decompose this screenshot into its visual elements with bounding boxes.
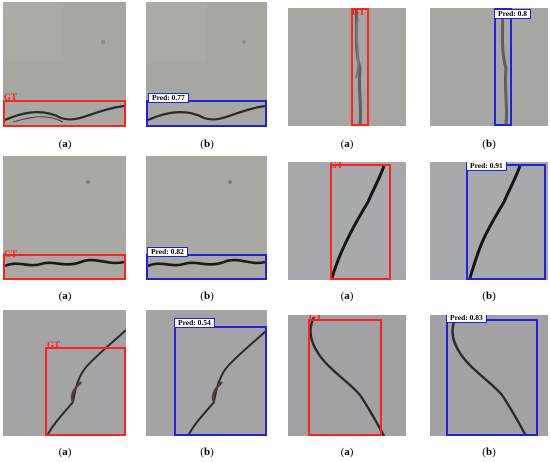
pred-bounding-box	[146, 100, 267, 127]
caption-a: (a)	[58, 138, 72, 150]
concrete-texture	[146, 310, 267, 436]
pred-bounding-box	[446, 319, 538, 436]
gt-bounding-box	[351, 8, 369, 126]
concrete-texture	[3, 156, 126, 280]
gt-label: GT	[4, 92, 18, 102]
caption-b: (b)	[200, 290, 214, 302]
crack-image-5a: GT	[3, 310, 126, 436]
caption-b: (b)	[482, 446, 496, 458]
caption-a: (a)	[340, 446, 354, 458]
crack-image-1a: GT	[3, 2, 126, 127]
crack-image-3a: GT	[3, 156, 126, 280]
caption-a: (a)	[58, 446, 72, 458]
pred-bounding-box	[494, 8, 512, 126]
caption-b: (b)	[482, 138, 496, 150]
crack-image-2b: Pred: 0.8	[430, 8, 548, 126]
gt-label: GT	[309, 315, 323, 322]
concrete-texture	[288, 162, 406, 280]
concrete-texture	[430, 315, 548, 436]
pred-label: Pred: 0.77	[148, 93, 189, 103]
crack-image-4b: Pred: 0.91	[430, 162, 548, 280]
pred-label: Pred: 0.91	[466, 162, 507, 171]
pred-label: Pred: 0.54	[174, 318, 215, 328]
caption-b: (b)	[200, 138, 214, 150]
pred-label: Pred: 0.8	[494, 9, 532, 19]
caption-a: (a)	[340, 290, 354, 302]
gt-bounding-box	[3, 100, 126, 127]
crack-image-2a: GT	[288, 8, 406, 126]
concrete-texture	[288, 8, 406, 126]
gt-bounding-box	[45, 347, 126, 436]
crack-image-4a: GT	[288, 162, 406, 280]
gt-bounding-box	[3, 254, 126, 280]
gt-label: GT	[4, 249, 18, 259]
pred-bounding-box	[466, 164, 546, 280]
caption-b: (b)	[482, 290, 496, 302]
caption-a: (a)	[340, 138, 354, 150]
concrete-texture	[146, 2, 267, 127]
crack-image-1b: Pred: 0.77	[146, 2, 267, 127]
crack-image-6b: Pred: 0.83	[430, 315, 548, 436]
gt-label: GT	[352, 8, 366, 17]
gt-bounding-box	[330, 164, 391, 280]
concrete-texture	[430, 8, 548, 126]
crack-image-5b: Pred: 0.54	[146, 310, 267, 436]
concrete-texture	[3, 2, 126, 127]
gt-label: GT	[330, 162, 344, 170]
pred-bounding-box	[146, 254, 267, 280]
caption-a: (a)	[58, 290, 72, 302]
crack-image-6a: GT	[288, 315, 406, 436]
pred-label: Pred: 0.82	[147, 247, 188, 257]
concrete-texture	[288, 315, 406, 436]
concrete-texture	[146, 156, 267, 280]
gt-label: GT	[47, 340, 61, 350]
caption-b: (b)	[200, 446, 214, 458]
crack-image-3b: Pred: 0.82	[146, 156, 267, 280]
gt-bounding-box	[308, 319, 382, 436]
pred-bounding-box	[174, 326, 267, 436]
pred-label: Pred: 0.83	[446, 315, 487, 323]
concrete-texture	[430, 162, 548, 280]
